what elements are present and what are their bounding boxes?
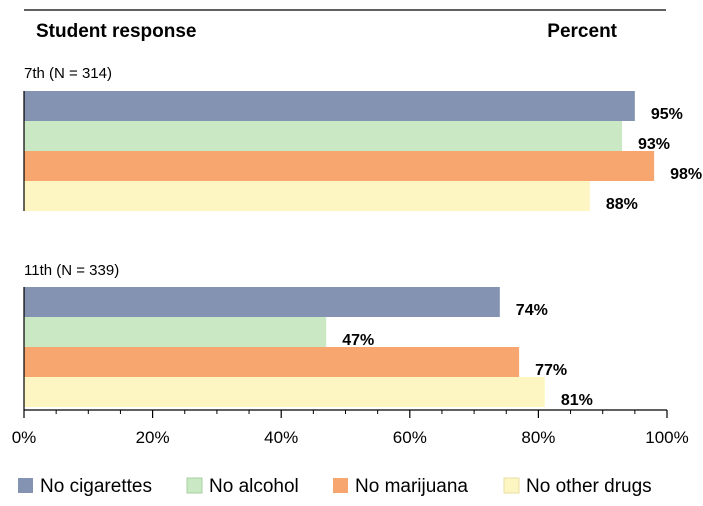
- x-tick-label: 100%: [645, 428, 688, 447]
- group-label: 7th (N = 314): [24, 65, 112, 82]
- bar: [24, 181, 590, 211]
- x-tick-label: 60%: [393, 428, 427, 447]
- legend-item: No marijuana: [333, 476, 468, 497]
- x-tick-label: 0%: [12, 428, 37, 447]
- data-label: 47%: [342, 332, 374, 349]
- legend-swatch: [18, 478, 33, 493]
- legend-item: No other drugs: [503, 476, 652, 497]
- x-axis: 0% 20% 40% 60% 80% 100%: [12, 91, 689, 447]
- data-label: 98%: [670, 166, 702, 183]
- data-label: 77%: [535, 362, 567, 379]
- bar: [24, 377, 545, 407]
- legend-item: No alcohol: [186, 476, 299, 497]
- x-tick-label: 20%: [136, 428, 170, 447]
- bar: [24, 121, 622, 151]
- data-label: 95%: [651, 106, 683, 123]
- bar: [24, 91, 635, 121]
- data-label: 74%: [516, 302, 548, 319]
- legend: No cigarettes No alcohol No marijuana No ot…: [18, 476, 652, 497]
- bar: [24, 347, 520, 377]
- legend-swatch: [503, 477, 520, 494]
- bar-groups: 7th (N = 314) 95% 93%98% 88% 11th (N = 339) 7…: [24, 65, 702, 409]
- bar: [24, 151, 655, 181]
- header-left: Student response: [36, 21, 196, 42]
- bar: [24, 317, 327, 347]
- group-label: 11th (N = 339): [24, 262, 119, 279]
- bar: [24, 287, 500, 317]
- x-tick-label: 40%: [264, 428, 298, 447]
- legend-swatch: [333, 478, 348, 493]
- legend-label: No alcohol: [209, 476, 299, 497]
- data-label: 93%: [638, 136, 670, 153]
- legend-label: No cigarettes: [40, 476, 152, 497]
- x-tick-label: 80%: [521, 428, 555, 447]
- bar-group: 11th (N = 339) 74% 47% 77% 81%: [24, 262, 593, 409]
- data-label: 81%: [561, 392, 593, 409]
- header-right: Percent: [547, 21, 617, 42]
- bar-group: 7th (N = 314) 95% 93%98% 88%: [24, 65, 702, 213]
- legend-label: No other drugs: [526, 476, 652, 497]
- legend-item: No cigarettes: [18, 476, 152, 497]
- data-label: 88%: [606, 196, 638, 213]
- legend-label: No marijuana: [355, 476, 468, 497]
- legend-swatch: [186, 477, 203, 494]
